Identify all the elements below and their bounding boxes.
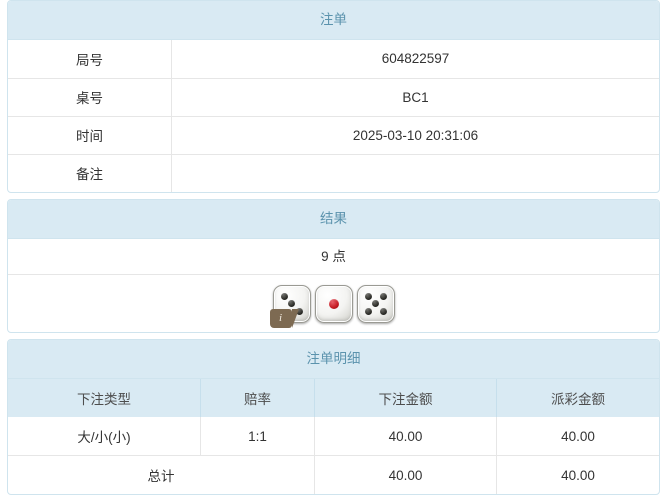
table-row: 桌号 BC1 bbox=[8, 77, 659, 116]
table-row: 9 点 bbox=[8, 239, 659, 275]
cell-total-stake: 40.00 bbox=[314, 455, 497, 494]
cell-odds: 1:1 bbox=[200, 417, 315, 456]
table-row: 大/小(小) 1:1 40.00 40.00 bbox=[8, 417, 659, 456]
cell-total-label: 总计 bbox=[8, 455, 315, 494]
die-pip bbox=[288, 300, 295, 307]
order-value-time: 2025-03-10 20:31:06 bbox=[171, 115, 659, 154]
table-header-row: 下注类型 赔率 下注金额 派彩金额 bbox=[8, 379, 659, 417]
detail-panel-title: 注单明细 bbox=[8, 340, 659, 379]
die-3[interactable] bbox=[356, 284, 395, 323]
result-total-text: 9 点 bbox=[321, 249, 346, 264]
die-pip bbox=[295, 307, 303, 315]
cell-stake: 40.00 bbox=[314, 417, 497, 456]
result-dice-cell: i bbox=[8, 274, 659, 332]
cell-total-payout: 40.00 bbox=[496, 455, 659, 494]
table-row: 备注 bbox=[8, 153, 659, 192]
order-panel: 注单 局号 604822597 桌号 BC1 时间 2025-03-10 20:… bbox=[7, 0, 660, 193]
table-row: i bbox=[8, 274, 659, 332]
result-table: 9 点 i bbox=[8, 239, 659, 332]
column-header-stake: 下注金额 bbox=[314, 379, 497, 417]
table-row: 时间 2025-03-10 20:31:06 bbox=[8, 115, 659, 154]
column-header-payout: 派彩金额 bbox=[496, 379, 659, 417]
die-pip bbox=[364, 292, 372, 300]
order-label-table: 桌号 bbox=[8, 77, 172, 116]
cell-payout: 40.00 bbox=[496, 417, 659, 456]
info-icon[interactable]: i bbox=[269, 308, 299, 328]
table-row-total: 总计 40.00 40.00 bbox=[8, 455, 659, 494]
order-label-remark: 备注 bbox=[8, 153, 172, 192]
dice-group: i bbox=[8, 275, 659, 332]
column-header-odds: 赔率 bbox=[200, 379, 315, 417]
result-panel: 结果 9 点 i bbox=[7, 199, 660, 333]
die-1[interactable]: i bbox=[269, 284, 311, 328]
die-pip bbox=[280, 292, 288, 300]
bet-detail-table: 下注类型 赔率 下注金额 派彩金额 大/小(小) 1:1 40.00 40.00… bbox=[8, 379, 659, 494]
column-header-bet-type: 下注类型 bbox=[8, 379, 201, 417]
order-info-table: 局号 604822597 桌号 BC1 时间 2025-03-10 20:31:… bbox=[8, 40, 659, 192]
detail-panel: 注单明细 下注类型 赔率 下注金额 派彩金额 大/小(小) 1:1 40.00 … bbox=[7, 339, 660, 495]
die-pip bbox=[372, 300, 379, 307]
cell-bet-type: 大/小(小) bbox=[77, 430, 131, 445]
die-pip-red bbox=[328, 298, 339, 309]
result-panel-title: 结果 bbox=[8, 200, 659, 239]
order-value-table: BC1 bbox=[171, 77, 659, 116]
order-value-remark bbox=[171, 153, 659, 192]
die-2[interactable] bbox=[314, 284, 353, 323]
die-pip bbox=[364, 307, 372, 315]
order-panel-title: 注单 bbox=[8, 1, 659, 40]
die-pip bbox=[379, 307, 387, 315]
table-row: 局号 604822597 bbox=[8, 40, 659, 78]
order-label-round: 局号 bbox=[76, 52, 103, 68]
die-pip bbox=[379, 292, 387, 300]
order-label-time: 时间 bbox=[8, 115, 172, 154]
order-value-round: 604822597 bbox=[171, 40, 659, 78]
